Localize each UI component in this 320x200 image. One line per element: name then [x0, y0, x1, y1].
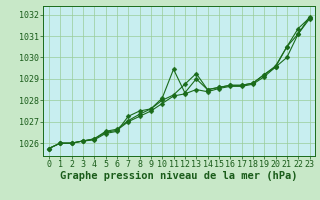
X-axis label: Graphe pression niveau de la mer (hPa): Graphe pression niveau de la mer (hPa)	[60, 171, 298, 181]
